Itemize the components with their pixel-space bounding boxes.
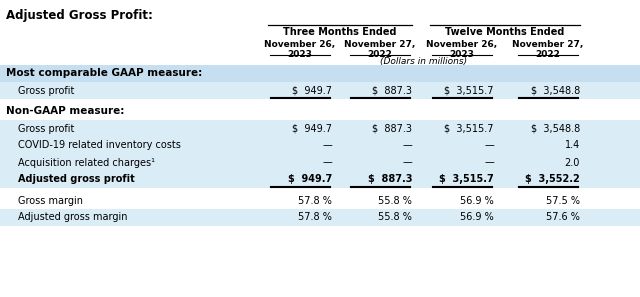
Text: $  887.3: $ 887.3 [372, 124, 412, 133]
Text: —: — [323, 140, 332, 151]
Text: 1.4: 1.4 [564, 140, 580, 151]
Text: November 26,
2023: November 26, 2023 [264, 40, 335, 59]
Text: Gross profit: Gross profit [18, 86, 74, 96]
Text: 55.8 %: 55.8 % [378, 212, 412, 222]
FancyBboxPatch shape [0, 154, 640, 171]
Text: $  949.7: $ 949.7 [292, 124, 332, 133]
Text: Adjusted gross profit: Adjusted gross profit [18, 175, 135, 184]
Text: 57.6 %: 57.6 % [546, 212, 580, 222]
Text: November 26,
2023: November 26, 2023 [426, 40, 497, 59]
FancyBboxPatch shape [0, 99, 640, 103]
Text: Adjusted Gross Profit:: Adjusted Gross Profit: [6, 9, 153, 22]
Text: $  3,515.7: $ 3,515.7 [445, 124, 494, 133]
Text: —: — [403, 157, 412, 168]
Text: 57.8 %: 57.8 % [298, 212, 332, 222]
Text: 56.9 %: 56.9 % [460, 195, 494, 206]
Text: 57.8 %: 57.8 % [298, 195, 332, 206]
Text: Gross profit: Gross profit [18, 124, 74, 133]
Text: Twelve Months Ended: Twelve Months Ended [445, 27, 564, 37]
Text: $  3,548.8: $ 3,548.8 [531, 86, 580, 96]
Text: $  3,548.8: $ 3,548.8 [531, 124, 580, 133]
Text: $  887.3: $ 887.3 [367, 175, 412, 184]
Text: Three Months Ended: Three Months Ended [284, 27, 397, 37]
Text: Adjusted gross margin: Adjusted gross margin [18, 212, 127, 222]
Text: Most comparable GAAP measure:: Most comparable GAAP measure: [6, 69, 202, 78]
FancyBboxPatch shape [0, 82, 640, 99]
Text: 2.0: 2.0 [564, 157, 580, 168]
FancyBboxPatch shape [0, 65, 640, 82]
FancyBboxPatch shape [0, 120, 640, 137]
Text: —: — [323, 157, 332, 168]
Text: November 27,
2022: November 27, 2022 [344, 40, 415, 59]
Text: Acquisition related charges¹: Acquisition related charges¹ [18, 157, 155, 168]
Text: 56.9 %: 56.9 % [460, 212, 494, 222]
FancyBboxPatch shape [0, 209, 640, 226]
Text: 57.5 %: 57.5 % [546, 195, 580, 206]
Text: —: — [403, 140, 412, 151]
Text: $  949.7: $ 949.7 [292, 86, 332, 96]
Text: —: — [484, 140, 494, 151]
Text: 55.8 %: 55.8 % [378, 195, 412, 206]
Text: $  3,515.7: $ 3,515.7 [445, 86, 494, 96]
Text: $  3,515.7: $ 3,515.7 [439, 175, 494, 184]
Text: November 27,
2022: November 27, 2022 [513, 40, 584, 59]
Text: Gross margin: Gross margin [18, 195, 83, 206]
Text: Non-GAAP measure:: Non-GAAP measure: [6, 107, 124, 116]
FancyBboxPatch shape [0, 188, 640, 192]
Text: $  949.7: $ 949.7 [288, 175, 332, 184]
Text: —: — [484, 157, 494, 168]
FancyBboxPatch shape [0, 137, 640, 154]
FancyBboxPatch shape [0, 103, 640, 120]
Text: $  3,552.2: $ 3,552.2 [525, 175, 580, 184]
Text: $  887.3: $ 887.3 [372, 86, 412, 96]
FancyBboxPatch shape [0, 171, 640, 188]
Text: (Dollars in millions): (Dollars in millions) [380, 57, 468, 66]
FancyBboxPatch shape [0, 192, 640, 209]
Text: COVID-19 related inventory costs: COVID-19 related inventory costs [18, 140, 181, 151]
